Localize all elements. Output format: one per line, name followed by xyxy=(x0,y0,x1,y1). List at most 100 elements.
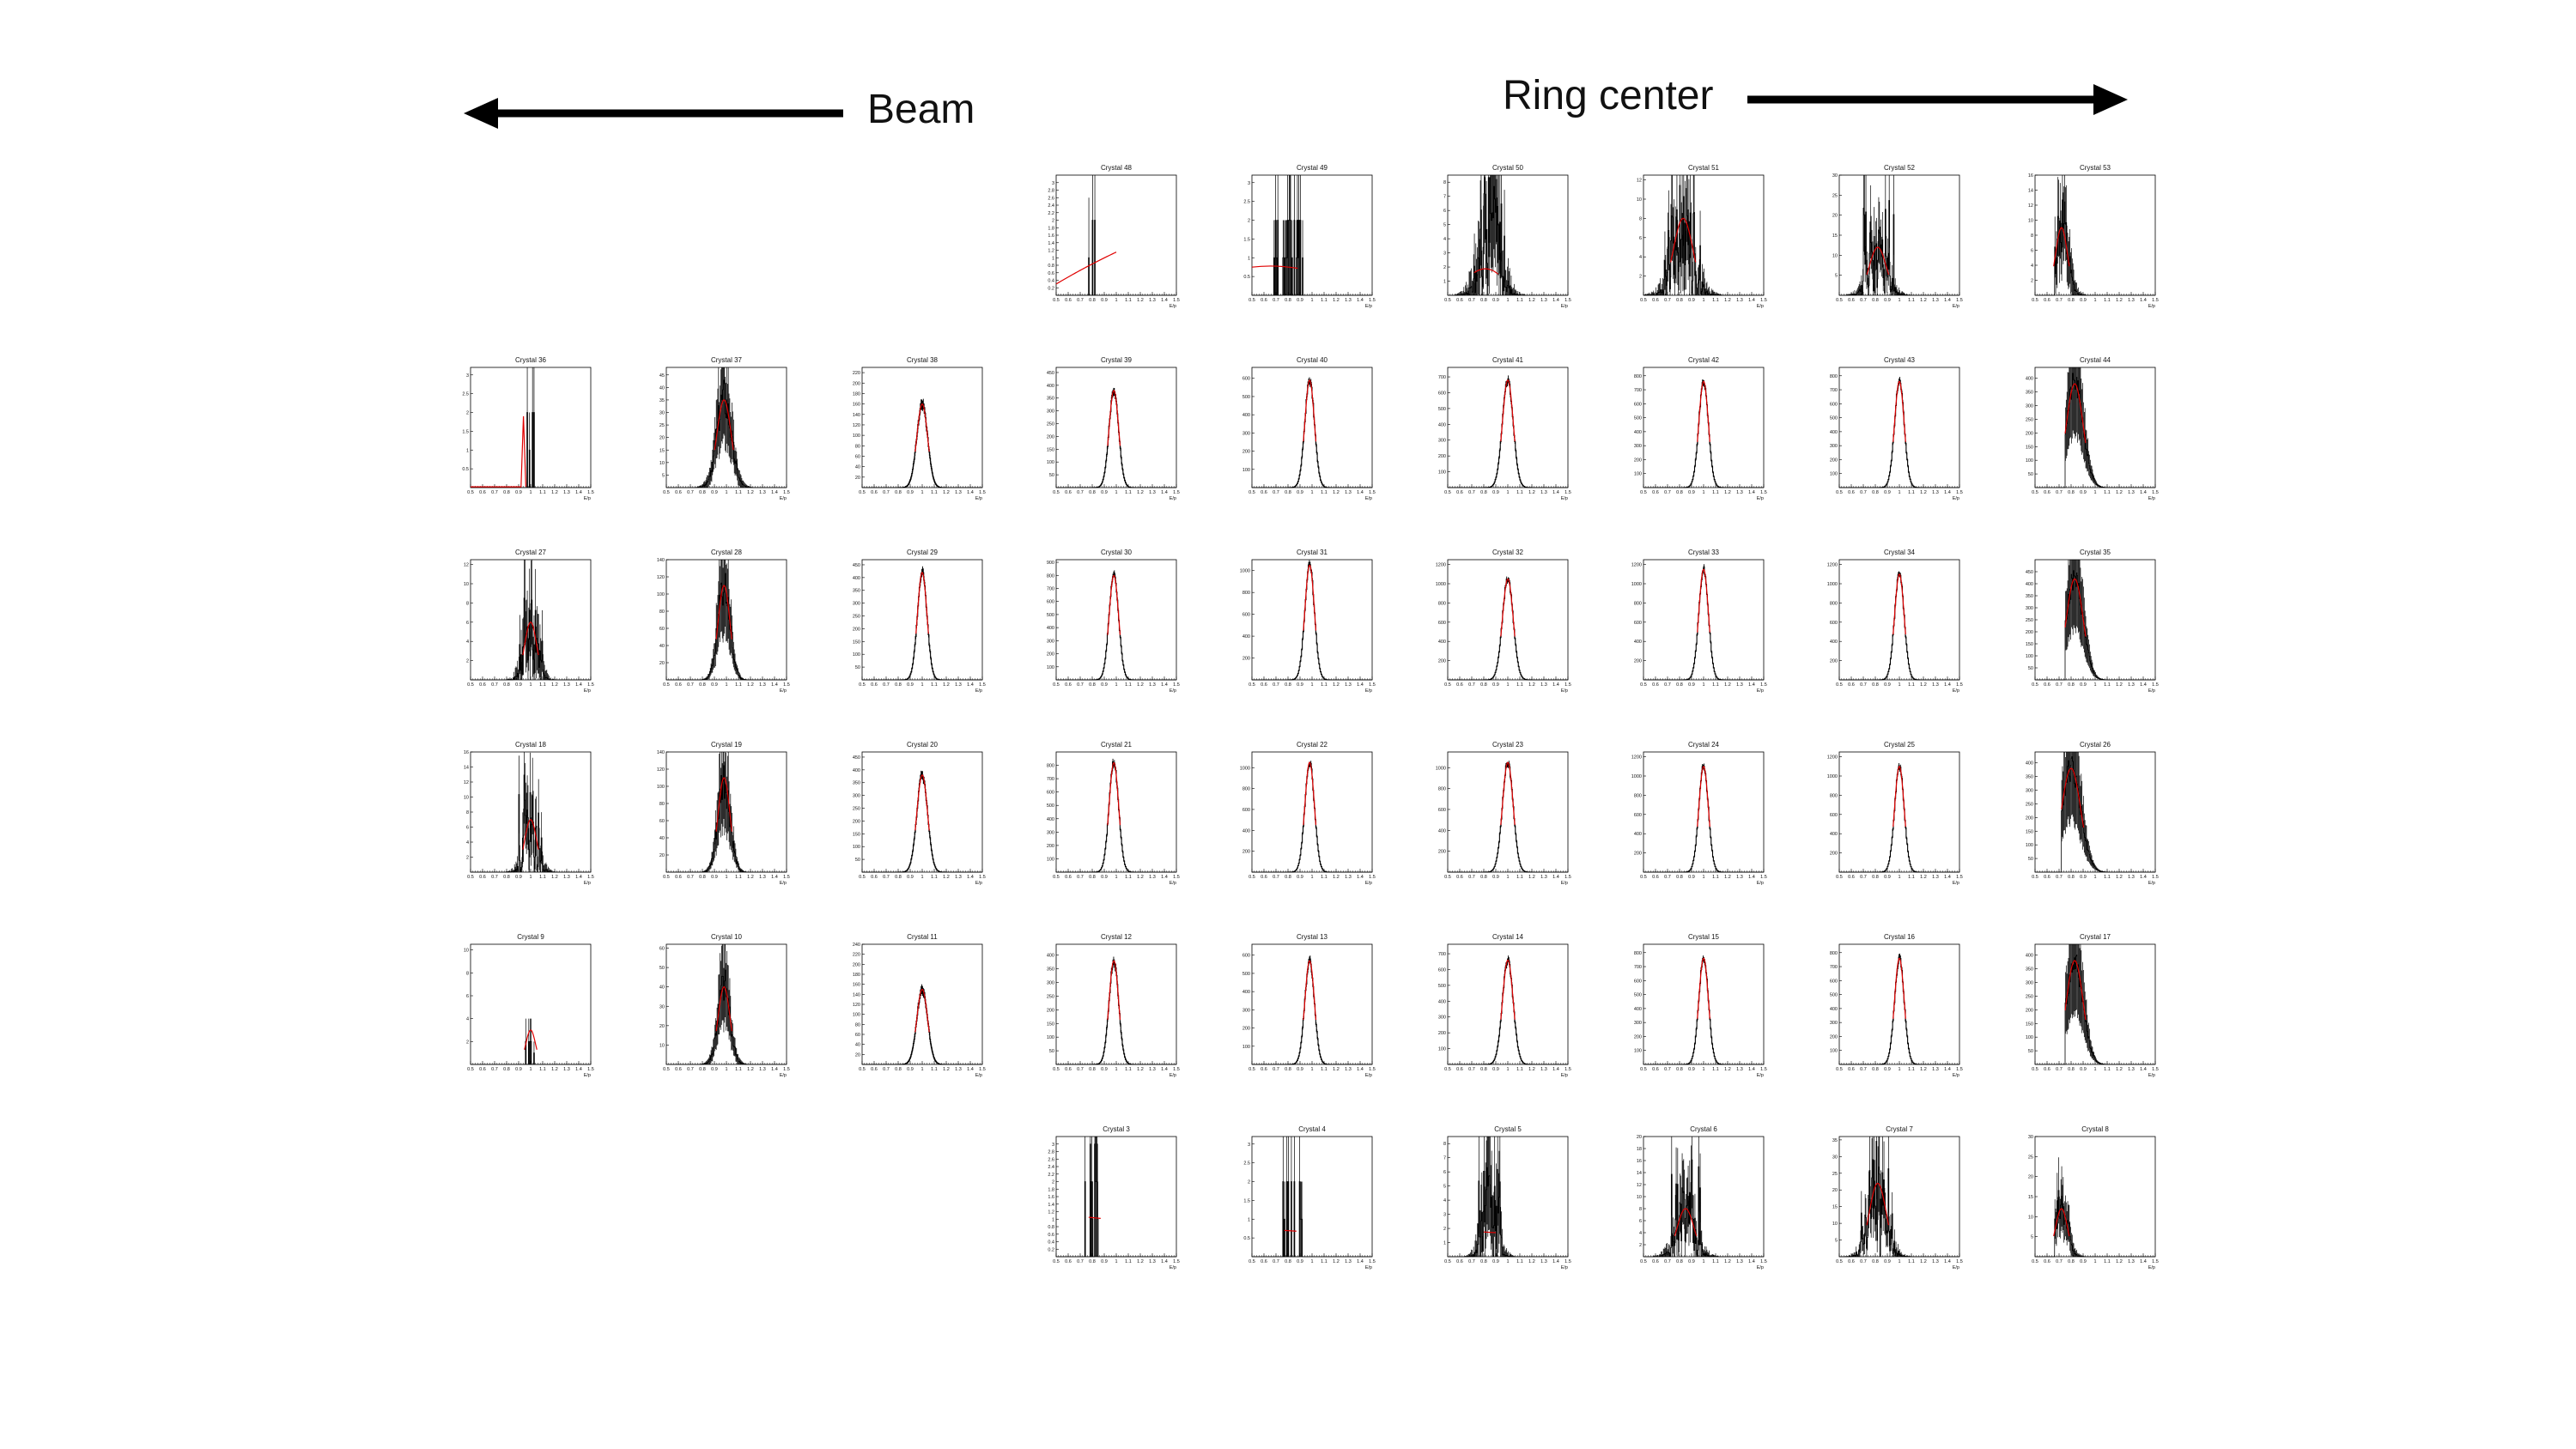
x-tick-label: 1 xyxy=(1310,1067,1313,1072)
y-tick-label: 200 xyxy=(1047,844,1054,849)
histogram-bars xyxy=(2035,756,2155,873)
y-tick-label: 800 xyxy=(1830,951,1838,956)
y-tick-label: 800 xyxy=(1634,601,1642,606)
y-tick-label: 300 xyxy=(1830,444,1838,449)
x-tick-label: 1.1 xyxy=(1908,682,1915,688)
error-bars xyxy=(2054,175,2102,295)
x-axis-label: E/p xyxy=(780,1073,787,1078)
error-bars xyxy=(489,752,571,872)
x-tick-label: 1.3 xyxy=(1736,1259,1743,1264)
x-tick-label: 1.3 xyxy=(955,1067,962,1072)
y-tick-label: 1000 xyxy=(1436,766,1446,771)
histogram-series xyxy=(471,752,591,873)
y-tick-label: 2.2 xyxy=(1048,1173,1054,1178)
y-tick-label: 150 xyxy=(853,640,860,645)
x-tick-label: 1.3 xyxy=(1932,682,1939,688)
panel-title: Crystal 10 xyxy=(711,933,743,941)
x-tick-label: 1.2 xyxy=(551,490,558,495)
y-tick-label: 400 xyxy=(2026,954,2033,959)
fit-line xyxy=(1697,766,1710,828)
x-tick-label: 0.9 xyxy=(1884,298,1891,303)
y-tick-label: 100 xyxy=(657,785,665,790)
histogram-series xyxy=(2035,367,2155,488)
x-tick-label: 0.6 xyxy=(1652,1067,1659,1072)
fit-curve xyxy=(2053,227,2070,267)
histogram-series xyxy=(1448,576,1568,681)
fit-line xyxy=(1893,573,1906,635)
x-axis-label: E/p xyxy=(1953,496,1959,501)
y-tick-label: 500 xyxy=(1830,993,1838,998)
error-bars xyxy=(1870,763,1929,872)
x-tick-label: 0.6 xyxy=(1065,875,1072,880)
y-tick-label: 20 xyxy=(659,436,665,441)
x-tick-label: 1.5 xyxy=(1369,1259,1376,1264)
histogram-bars xyxy=(1839,379,1959,488)
x-tick-label: 1.3 xyxy=(1736,490,1743,495)
y-tick-label: 0.5 xyxy=(1243,275,1250,280)
histogram-panel: Crystal 8 5 10 15 20 25 30 0.5 0.6 0.7 0.8 0.9 1 1.1 1… xyxy=(2020,1125,2164,1270)
fit-curve xyxy=(1697,766,1710,828)
y-tick-label: 600 xyxy=(1634,979,1642,984)
plot-frame xyxy=(2034,751,2156,873)
x-axis-label: E/p xyxy=(1170,496,1176,501)
x-tick-label: 1.1 xyxy=(1712,490,1719,495)
x-tick-label: 1.2 xyxy=(747,875,754,880)
y-tick-label: 100 xyxy=(1634,472,1642,477)
panel-title: Crystal 16 xyxy=(1884,933,1916,941)
x-tick-label: 1.4 xyxy=(2140,875,2147,880)
x-tick-label: 1.1 xyxy=(1321,1259,1327,1264)
x-tick-label: 1 xyxy=(1506,682,1509,688)
x-tick-label: 0.5 xyxy=(663,1067,670,1072)
panel-title: Crystal 30 xyxy=(1101,549,1133,556)
x-tick-label: 1.5 xyxy=(2152,1259,2159,1264)
y-tick-label: 700 xyxy=(1634,388,1642,393)
y-tick-label: 14 xyxy=(1637,1171,1642,1176)
error-bars xyxy=(684,560,763,680)
x-tick-label: 0.6 xyxy=(1261,1259,1267,1264)
x-tick-label: 1 xyxy=(2093,875,2096,880)
y-tick-label: 200 xyxy=(1830,659,1838,664)
histogram-bars xyxy=(1252,1181,1372,1258)
histogram-panel: Crystal 19 20 40 60 80 100 120 140 0.5 0.6 0.7 0.8 0… xyxy=(651,740,795,886)
x-tick-label: 0.9 xyxy=(907,875,914,880)
y-tick-label: 200 xyxy=(1242,657,1250,662)
x-axis-label: E/p xyxy=(1365,688,1372,694)
y-tick-label: 300 xyxy=(1047,981,1054,986)
x-tick-label: 1.4 xyxy=(1357,1259,1364,1264)
x-tick-label: 0.9 xyxy=(1884,1259,1891,1264)
y-tick-label: 1000 xyxy=(1827,582,1838,587)
x-tick-label: 0.9 xyxy=(1297,298,1303,303)
x-axis-label: E/p xyxy=(1953,1073,1959,1078)
error-bars xyxy=(1448,175,1546,295)
x-tick-label: 1.3 xyxy=(1540,298,1547,303)
y-tick-label: 300 xyxy=(1830,1021,1838,1026)
y-tick-label: 100 xyxy=(1438,470,1446,476)
x-tick-label: 1 xyxy=(529,682,532,688)
histogram-panel: Crystal 4 0.5 1 1.5 2 2.5 3 0.5 0.6 0.7 0.8 0.9 1 1.1… xyxy=(1236,1125,1381,1270)
x-tick-label: 1.5 xyxy=(1173,490,1180,495)
fit-line xyxy=(522,621,539,656)
y-tick-label: 100 xyxy=(1438,1047,1446,1052)
x-tick-label: 0.9 xyxy=(1297,682,1303,688)
plot-frame xyxy=(1838,943,1960,1065)
x-tick-label: 1.5 xyxy=(1956,298,1963,303)
y-tick-label: 600 xyxy=(1830,402,1838,407)
y-tick-label: 1.5 xyxy=(1243,237,1250,242)
histogram-panel: Crystal 50 1 2 3 4 5 6 7 8 0.5 0.6 0.7 0.8 0.9 1 1.1 1.2… xyxy=(1432,163,1577,309)
y-tick-label: 400 xyxy=(1047,817,1054,822)
x-tick-label: 1.3 xyxy=(1345,490,1352,495)
histogram-panel: Crystal 44 50 100 150 200 250 300 350 400 0.5 0.6 0… xyxy=(2020,355,2164,501)
x-tick-label: 1.1 xyxy=(1321,682,1327,688)
x-tick-label: 1.4 xyxy=(967,490,974,495)
y-tick-label: 12 xyxy=(2028,203,2033,209)
x-tick-label: 1.3 xyxy=(2128,490,2135,495)
y-tick-label: 1200 xyxy=(1827,563,1838,568)
y-tick-label: 400 xyxy=(1438,999,1446,1004)
error-bars xyxy=(2061,752,2132,872)
plot-frame xyxy=(1251,174,1373,296)
x-tick-label: 0.9 xyxy=(1101,1067,1108,1072)
x-axis-label: E/p xyxy=(1561,496,1568,501)
x-tick-label: 1.4 xyxy=(1161,682,1168,688)
y-tick-label: 450 xyxy=(853,563,860,568)
panel-title: Crystal 19 xyxy=(711,741,743,749)
